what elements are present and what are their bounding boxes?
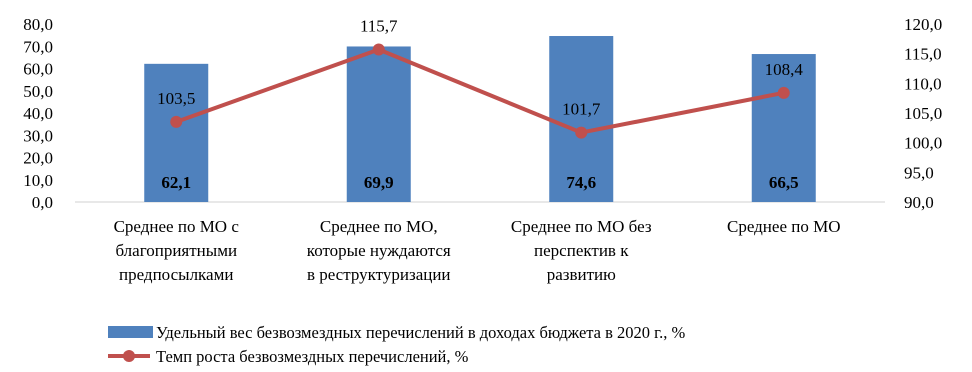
bar bbox=[144, 63, 209, 202]
line-series: 103,5 115,7 101,7 108,4 bbox=[157, 17, 803, 139]
right-axis-tick: 95,0 bbox=[904, 163, 934, 182]
category-label: Среднее по МО, которые нуждаются в реструк… bbox=[307, 217, 451, 284]
right-axis-tick: 100,0 bbox=[904, 134, 942, 153]
right-axis-tick: 110,0 bbox=[904, 74, 942, 93]
bar bbox=[346, 46, 411, 202]
right-axis-tick: 90,0 bbox=[904, 193, 934, 212]
legend-bar-label: Удельный вес безвозмездных перечислений … bbox=[156, 323, 685, 342]
category-label-line: Среднее по МО, bbox=[320, 217, 438, 236]
category-labels: Среднее по МО с благоприятными предпосылка… bbox=[114, 217, 841, 284]
bar-series: 62,1 69,9 74,6 66,5 bbox=[144, 36, 816, 202]
right-axis-tick: 115,0 bbox=[904, 45, 942, 64]
legend: Удельный вес безвозмездных перечислений … bbox=[108, 323, 685, 366]
category-label: Среднее по МО bbox=[727, 217, 841, 236]
category-label-line: которые нуждаются bbox=[307, 241, 451, 260]
left-axis-tick: 30,0 bbox=[23, 126, 53, 145]
left-axis-tick: 60,0 bbox=[23, 60, 53, 79]
line-point bbox=[575, 126, 588, 139]
series-line bbox=[175, 47, 785, 135]
legend-bar-swatch bbox=[108, 326, 153, 338]
category-label-line: Среднее по МО bbox=[727, 217, 841, 236]
left-axis-tick: 50,0 bbox=[23, 82, 53, 101]
left-axis-tick: 40,0 bbox=[23, 104, 53, 123]
line-value-label: 101,7 bbox=[562, 100, 601, 119]
bar-value-label: 74,6 bbox=[566, 173, 596, 192]
left-axis-tick: 10,0 bbox=[23, 171, 53, 190]
bar bbox=[549, 36, 614, 202]
category-label-line: в реструктуризации bbox=[307, 265, 451, 284]
left-axis-tick: 0,0 bbox=[32, 193, 53, 212]
category-label-line: Среднее по МО с bbox=[114, 217, 240, 236]
legend-line-marker bbox=[123, 350, 135, 362]
left-y-axis: 0,0 10,0 20,0 30,0 40,0 50,0 60,0 70,0 80,0 bbox=[23, 15, 53, 212]
line-point bbox=[372, 43, 385, 56]
left-axis-tick: 70,0 bbox=[23, 37, 53, 56]
right-axis-tick: 105,0 bbox=[904, 104, 942, 123]
legend-line-label: Темп роста безвозмездных перечислений, % bbox=[156, 347, 469, 366]
line-value-label: 115,7 bbox=[360, 17, 398, 36]
left-axis-tick: 20,0 bbox=[23, 149, 53, 168]
bar-value-label: 66,5 bbox=[769, 173, 799, 192]
left-axis-tick: 80,0 bbox=[23, 15, 53, 34]
bar-value-label: 69,9 bbox=[364, 173, 394, 192]
category-label-line: предпосылками bbox=[119, 265, 233, 284]
category-label-line: благоприятными bbox=[115, 241, 237, 260]
category-label-line: развитию bbox=[547, 265, 616, 284]
line-value-label: 108,4 bbox=[765, 60, 804, 79]
category-label: Среднее по МО без перспектив к развитию bbox=[511, 217, 652, 284]
right-y-axis: 90,0 95,0 100,0 105,0 110,0 115,0 120,0 bbox=[904, 15, 942, 212]
line-point bbox=[777, 86, 790, 99]
right-axis-tick: 120,0 bbox=[904, 15, 942, 34]
category-label: Среднее по МО с благоприятными предпосылка… bbox=[114, 217, 240, 284]
bar-value-label: 62,1 bbox=[161, 173, 191, 192]
category-label-line: перспектив к bbox=[534, 241, 629, 260]
bar bbox=[751, 54, 816, 202]
category-label-line: Среднее по МО без bbox=[511, 217, 652, 236]
line-value-label: 103,5 bbox=[157, 89, 195, 108]
line-point bbox=[170, 115, 183, 128]
